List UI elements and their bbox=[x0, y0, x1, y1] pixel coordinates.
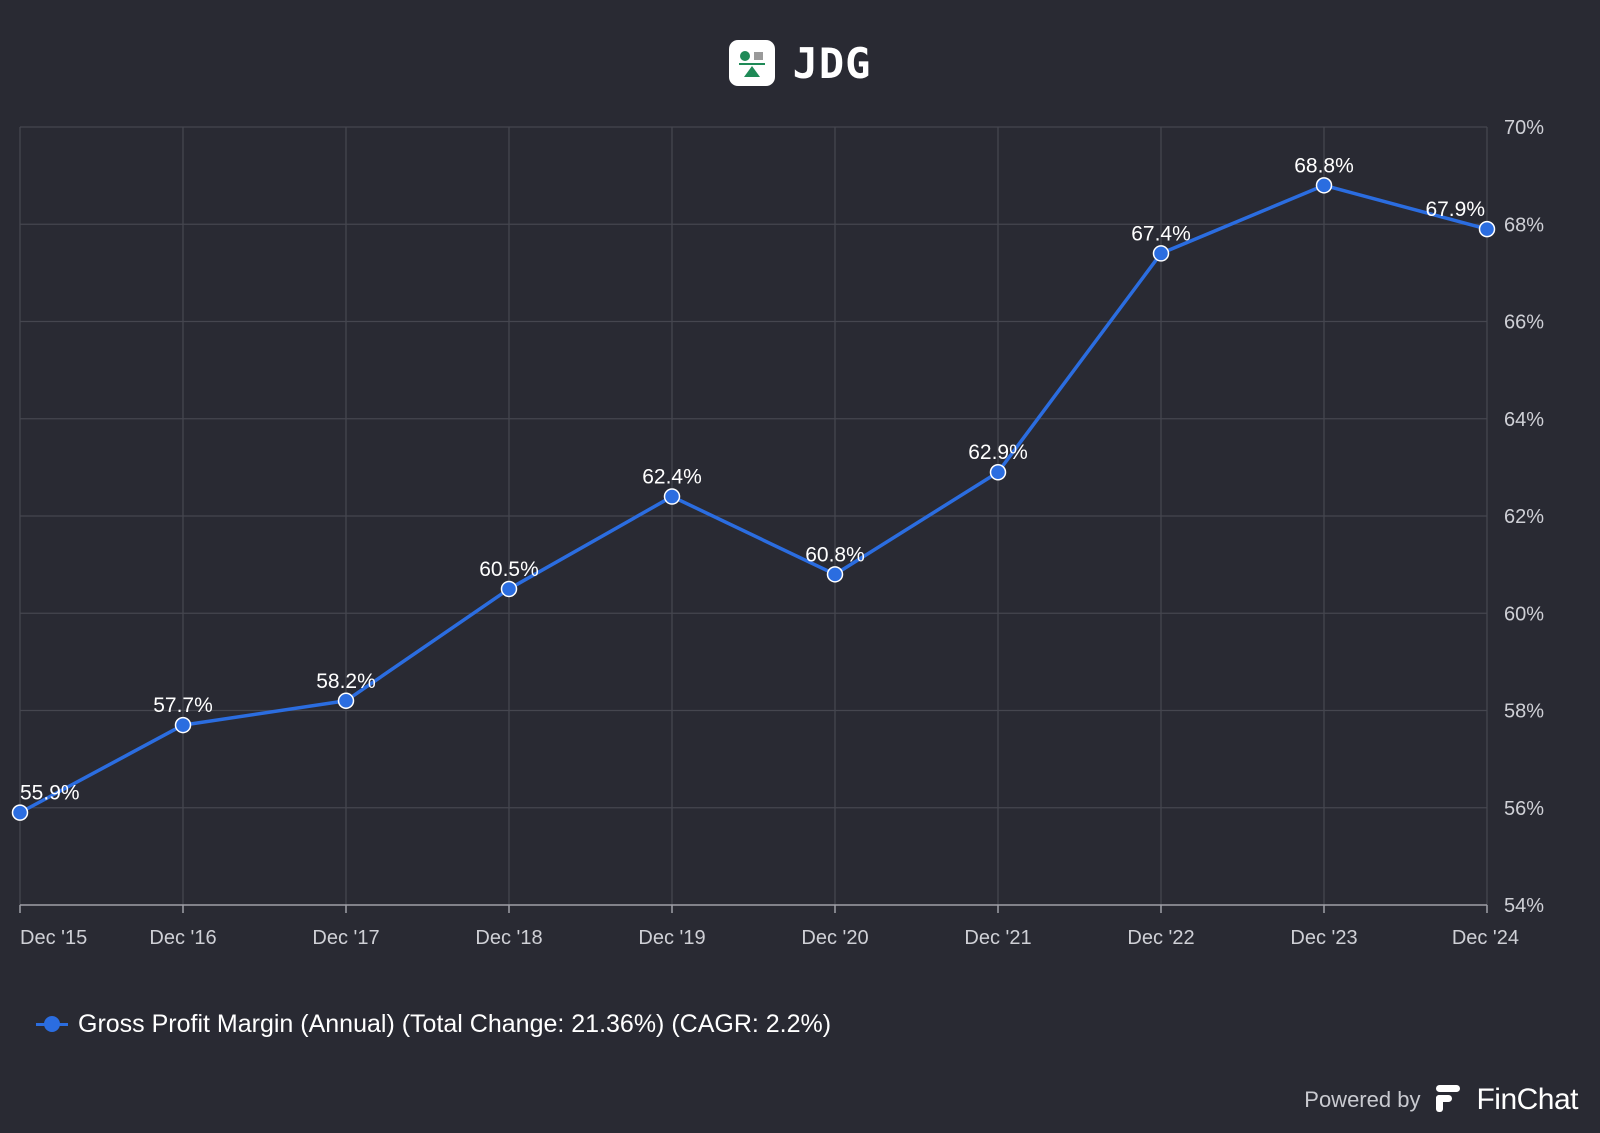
data-label: 60.8% bbox=[805, 543, 865, 566]
series-line bbox=[19, 183, 1488, 815]
x-tick-label: Dec '20 bbox=[801, 927, 868, 949]
data-point[interactable] bbox=[500, 580, 518, 598]
chart-series bbox=[11, 177, 1496, 821]
chart-axes: 54% 56% 58% 60% 62% 64% 66% 68% 70% Dec '15 Dec '1… bbox=[19, 117, 1544, 949]
data-label: 68.8% bbox=[1294, 154, 1354, 177]
data-label: 62.9% bbox=[968, 441, 1028, 464]
data-point[interactable] bbox=[663, 488, 681, 505]
x-tick-label: Dec '15 bbox=[20, 927, 87, 949]
line-chart: 54% 56% 58% 60% 62% 64% 66% 68% 70% Dec '15 Dec '1… bbox=[11, 117, 1544, 949]
chart-data-labels: 55.9% 57.7% 58.2% 60.5% 62.4% 60.8% 62.9% 67.4%… bbox=[20, 154, 1485, 804]
x-tick-label: Dec '16 bbox=[149, 927, 216, 949]
x-tick-label: Dec '18 bbox=[475, 927, 542, 949]
y-tick-label: 54% bbox=[1504, 895, 1544, 917]
chart-grid bbox=[19, 126, 1488, 905]
data-label: 67.9% bbox=[1425, 198, 1485, 221]
data-label: 60.5% bbox=[479, 558, 539, 581]
data-label: 62.4% bbox=[642, 466, 702, 489]
powered-by-footer[interactable]: Powered by FinChat bbox=[1304, 1080, 1578, 1120]
chart-legend[interactable]: Gross Profit Margin (Annual) (Total Chan… bbox=[36, 1008, 831, 1040]
x-tick-label: Dec '24 bbox=[1452, 927, 1519, 949]
data-point[interactable] bbox=[1478, 220, 1496, 238]
y-tick-label: 64% bbox=[1504, 409, 1544, 431]
data-point[interactable] bbox=[11, 804, 29, 821]
data-point[interactable] bbox=[337, 692, 355, 710]
y-tick-label: 66% bbox=[1504, 312, 1544, 334]
chart-header: JDG bbox=[0, 36, 1600, 90]
data-point[interactable] bbox=[174, 716, 192, 734]
y-tick-label: 62% bbox=[1504, 506, 1544, 528]
data-point[interactable] bbox=[989, 463, 1007, 481]
x-tick-label: Dec '22 bbox=[1127, 927, 1194, 949]
data-label: 67.4% bbox=[1131, 222, 1191, 245]
y-tick-label: 68% bbox=[1504, 214, 1544, 236]
data-point[interactable] bbox=[1315, 177, 1333, 194]
x-tick-label: Dec '19 bbox=[638, 927, 705, 949]
y-tick-label: 60% bbox=[1504, 603, 1544, 625]
legend-marker-icon bbox=[36, 1014, 68, 1034]
data-point[interactable] bbox=[1152, 245, 1170, 262]
x-tick-label: Dec '23 bbox=[1290, 927, 1357, 949]
data-point[interactable] bbox=[826, 566, 844, 583]
data-label: 55.9% bbox=[20, 782, 80, 805]
y-tick-label: 58% bbox=[1504, 701, 1544, 723]
data-label: 57.7% bbox=[153, 694, 213, 717]
powered-by-text: Powered by bbox=[1304, 1087, 1421, 1112]
finchat-logo-icon bbox=[1434, 1082, 1466, 1119]
x-tick-label: Dec '17 bbox=[312, 927, 379, 949]
x-tick-label: Dec '21 bbox=[964, 927, 1031, 949]
y-tick-label: 56% bbox=[1504, 798, 1544, 820]
y-tick-label: 70% bbox=[1504, 117, 1544, 139]
legend-label: Gross Profit Margin (Annual) (Total Chan… bbox=[78, 1009, 832, 1038]
ticker-title: JDG bbox=[792, 38, 872, 88]
jdg-company-logo-icon bbox=[728, 40, 775, 86]
finchat-brand: FinChat bbox=[1476, 1083, 1578, 1116]
data-label: 58.2% bbox=[316, 670, 376, 693]
